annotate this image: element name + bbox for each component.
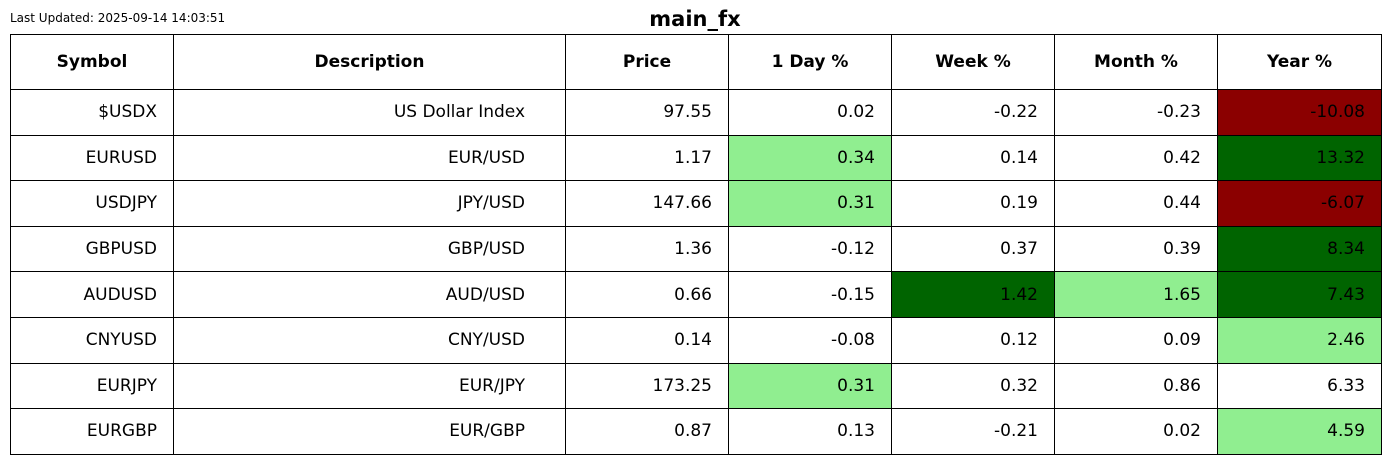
cell-year: 13.32 (1217, 134, 1382, 182)
cell-description: CNY/USD (173, 316, 566, 364)
fx-table: Symbol Description Price 1 Day % Week % … (10, 34, 1382, 455)
cell-week: 0.19 (891, 180, 1055, 227)
cell-week: 0.14 (891, 134, 1055, 182)
column-header-symbol: Symbol (10, 34, 174, 90)
cell-week: 1.42 (891, 271, 1055, 318)
cell-month: 0.09 (1054, 316, 1218, 364)
cell-symbol: GBPUSD (10, 225, 174, 273)
cell-week: -0.22 (891, 89, 1055, 136)
cell-price: 147.66 (565, 180, 729, 227)
cell-price: 1.36 (565, 225, 729, 273)
cell-year: -10.08 (1217, 89, 1382, 136)
table-row: CNYUSD CNY/USD 0.14 -0.08 0.12 0.09 2.46 (10, 316, 1382, 364)
cell-year: 7.43 (1217, 271, 1382, 318)
cell-price: 173.25 (565, 362, 729, 410)
cell-description: EUR/GBP (173, 408, 566, 455)
cell-year: 6.33 (1217, 362, 1382, 410)
column-header-week: Week % (891, 34, 1055, 90)
cell-symbol: $USDX (10, 89, 174, 136)
cell-1-day: -0.12 (728, 225, 892, 273)
cell-year: 2.46 (1217, 316, 1382, 364)
cell-symbol: EURUSD (10, 134, 174, 182)
table-row: USDJPY JPY/USD 147.66 0.31 0.19 0.44 -6.07 (10, 180, 1382, 227)
cell-week: -0.21 (891, 408, 1055, 455)
cell-symbol: CNYUSD (10, 316, 174, 364)
column-header-description: Description (173, 34, 566, 90)
cell-symbol: EURGBP (10, 408, 174, 455)
cell-year: 8.34 (1217, 225, 1382, 273)
cell-month: -0.23 (1054, 89, 1218, 136)
cell-1-day: 0.31 (728, 362, 892, 410)
cell-description: JPY/USD (173, 180, 566, 227)
cell-1-day: 0.34 (728, 134, 892, 182)
cell-symbol: USDJPY (10, 180, 174, 227)
cell-month: 0.02 (1054, 408, 1218, 455)
cell-month: 0.42 (1054, 134, 1218, 182)
cell-month: 0.39 (1054, 225, 1218, 273)
cell-month: 0.86 (1054, 362, 1218, 410)
cell-description: US Dollar Index (173, 89, 566, 136)
cell-year: -6.07 (1217, 180, 1382, 227)
cell-1-day: -0.08 (728, 316, 892, 364)
table-row: EURJPY EUR/JPY 173.25 0.31 0.32 0.86 6.33 (10, 362, 1382, 410)
cell-description: AUD/USD (173, 271, 566, 318)
cell-price: 0.14 (565, 316, 729, 364)
cell-price: 0.87 (565, 408, 729, 455)
column-header-1-day: 1 Day % (728, 34, 892, 90)
cell-1-day: 0.02 (728, 89, 892, 136)
cell-symbol: EURJPY (10, 362, 174, 410)
table-row: EURUSD EUR/USD 1.17 0.34 0.14 0.42 13.32 (10, 134, 1382, 182)
cell-1-day: -0.15 (728, 271, 892, 318)
cell-price: 1.17 (565, 134, 729, 182)
cell-week: 0.12 (891, 316, 1055, 364)
cell-week: 0.32 (891, 362, 1055, 410)
cell-year: 4.59 (1217, 408, 1382, 455)
last-updated-label: Last Updated: 2025-09-14 14:03:51 (10, 11, 226, 25)
cell-price: 0.66 (565, 271, 729, 318)
cell-description: EUR/USD (173, 134, 566, 182)
column-header-year: Year % (1217, 34, 1382, 90)
header-row: Symbol Description Price 1 Day % Week % … (10, 34, 1382, 90)
cell-description: EUR/JPY (173, 362, 566, 410)
cell-week: 0.37 (891, 225, 1055, 273)
cell-1-day: 0.31 (728, 180, 892, 227)
cell-symbol: AUDUSD (10, 271, 174, 318)
cell-month: 1.65 (1054, 271, 1218, 318)
table-body: $USDX US Dollar Index 97.55 0.02 -0.22 -0.23-… (10, 89, 1382, 455)
column-header-price: Price (565, 34, 729, 90)
table-row: $USDX US Dollar Index 97.55 0.02 -0.22 -0.23-… (10, 89, 1382, 136)
table-row: GBPUSD GBP/USD 1.36 -0.12 0.37 0.39 8.34 (10, 225, 1382, 273)
cell-description: GBP/USD (173, 225, 566, 273)
table-title: main_fx (649, 7, 741, 31)
column-header-month: Month % (1054, 34, 1218, 90)
cell-month: 0.44 (1054, 180, 1218, 227)
table-row: AUDUSD AUD/USD 0.66 -0.15 1.42 1.65 7.43 (10, 271, 1382, 318)
cell-price: 97.55 (565, 89, 729, 136)
cell-1-day: 0.13 (728, 408, 892, 455)
table-row: EURGBP EUR/GBP 0.87 0.13 -0.21 0.02 4.59 (10, 408, 1382, 455)
